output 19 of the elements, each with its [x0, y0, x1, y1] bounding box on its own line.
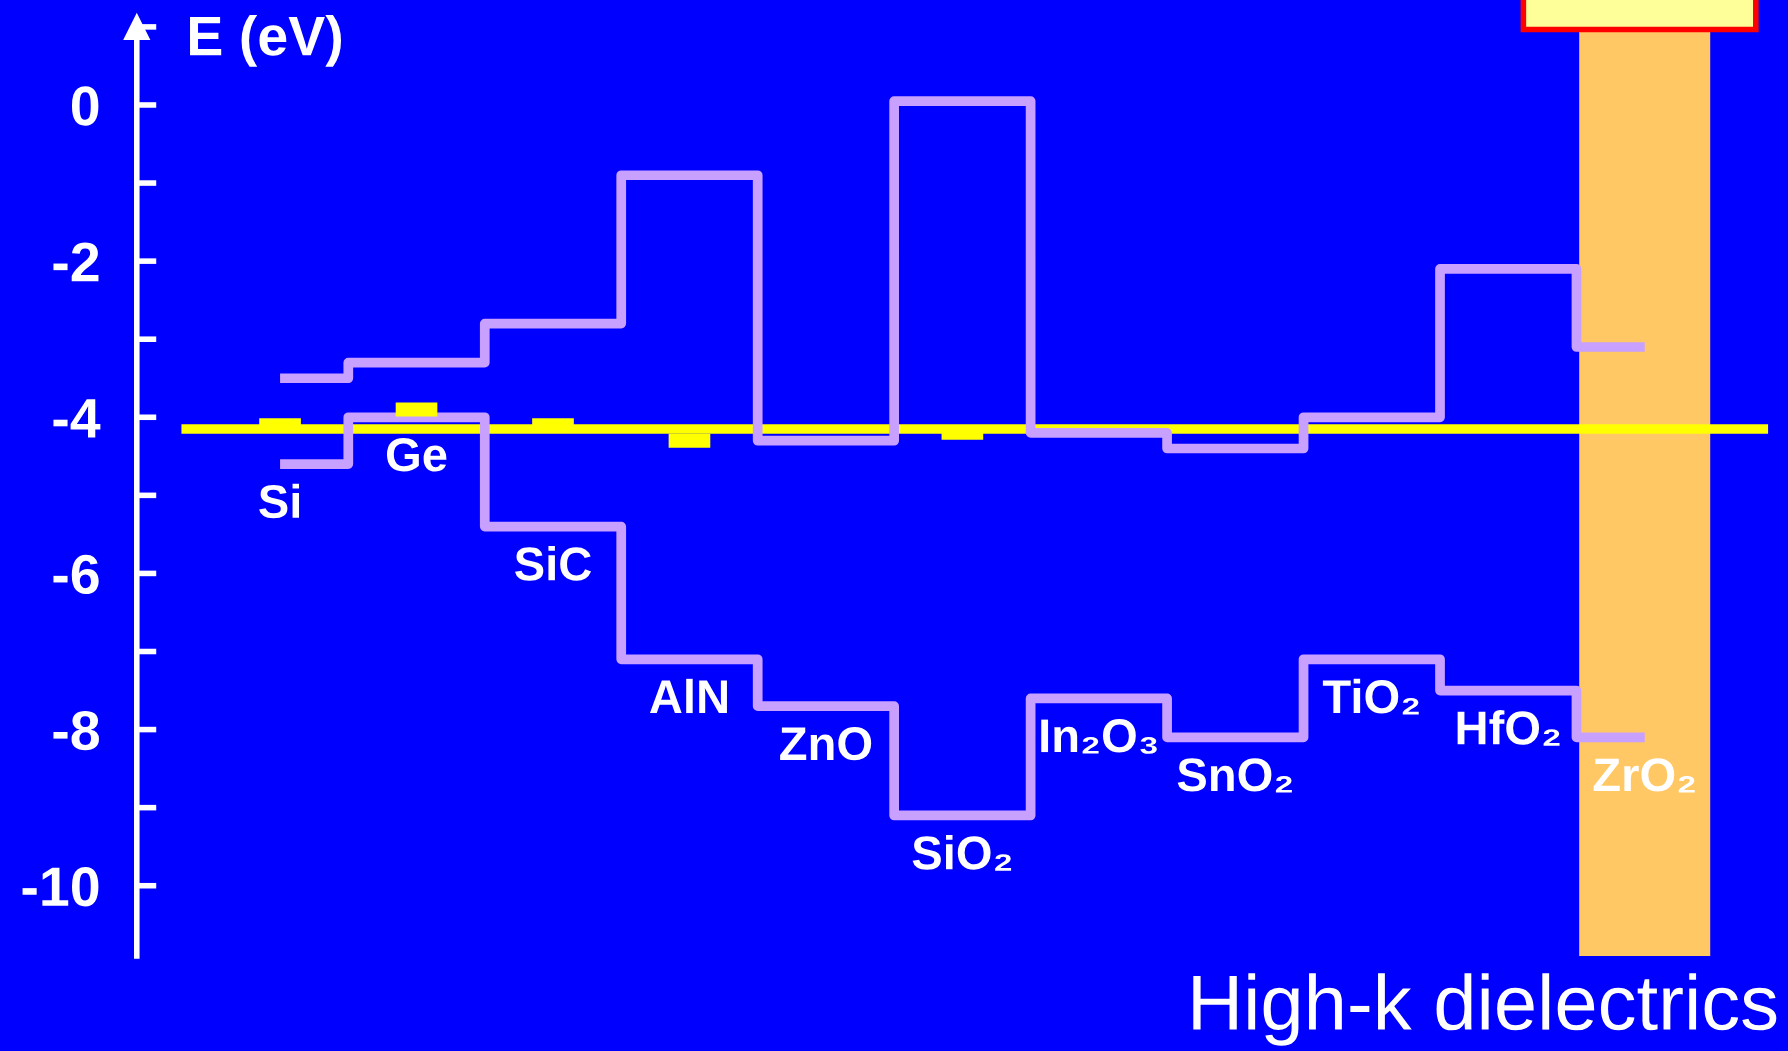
x-tick-label: TiO₂	[1322, 678, 1419, 715]
x-tick-label: Ge	[386, 438, 447, 472]
x-tick-label: ZnO	[780, 726, 872, 761]
x-tick-label: ZrO₂	[1593, 758, 1695, 793]
y-tick-label: -10	[22, 867, 99, 907]
x-tick-label: SiO₂	[912, 834, 1012, 871]
y-axis-title: E (eV)	[190, 14, 341, 67]
y-tick-label: -6	[53, 554, 99, 595]
text: High-k dielectrics	[1193, 973, 1777, 1046]
x-tick-label: Si	[259, 483, 300, 519]
x-tick-label: AlN	[649, 678, 727, 714]
y-tick-label: -2	[53, 242, 99, 282]
y-tick-label: -8	[53, 710, 99, 751]
y-tick-label: 0	[71, 86, 99, 126]
x-tick-label: HfO₂	[1457, 710, 1560, 746]
y-tick-label: -4	[53, 399, 101, 438]
x-tick-label: SiC	[515, 546, 592, 581]
x-tick-label: In₂O₃	[1041, 719, 1157, 754]
x-tick-label: SnO₂	[1177, 758, 1292, 793]
